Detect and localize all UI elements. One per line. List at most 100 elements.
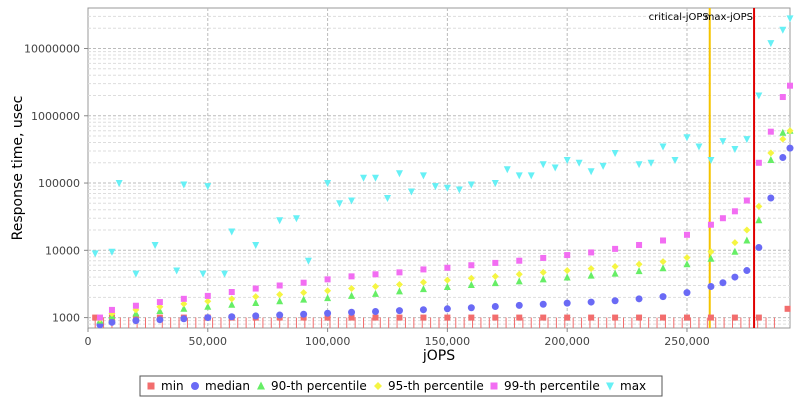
99-th-percentile-point xyxy=(372,271,379,278)
max-point xyxy=(611,149,619,157)
median-point xyxy=(419,306,427,314)
max-point xyxy=(383,194,391,202)
max-point xyxy=(587,168,595,176)
y-axis-title: Response time, usec xyxy=(10,96,26,241)
max-point xyxy=(151,241,159,249)
95-th-percentile-point xyxy=(372,282,380,290)
min-point xyxy=(516,314,523,321)
max-point xyxy=(336,200,344,208)
99-th-percentile-point xyxy=(96,314,103,321)
99-th-percentile-point xyxy=(300,279,307,286)
legend-label-90-th-percentile: 90-th percentile xyxy=(271,379,367,393)
max-point xyxy=(786,15,794,23)
95-th-percentile-point xyxy=(276,291,284,299)
median-point xyxy=(755,244,763,252)
legend-marker-max xyxy=(606,382,614,391)
95-th-percentile-point xyxy=(587,265,595,273)
legend-box xyxy=(139,375,663,397)
90-th-percentile-point xyxy=(659,264,667,272)
y-tick-label: 10000 xyxy=(45,244,80,257)
max-point xyxy=(115,180,123,188)
legend-marker-min xyxy=(147,382,155,390)
median-point xyxy=(443,305,451,313)
95-th-percentile-point xyxy=(491,272,499,280)
99-th-percentile-point xyxy=(683,231,690,238)
legend: min median 90-th percentile 95-th percentil… xyxy=(147,379,646,393)
legend-marker-99-th-percentile xyxy=(490,382,498,390)
legend-marker-90-th-percentile xyxy=(257,381,265,390)
99-th-percentile-point xyxy=(204,292,211,299)
legend-label-max: max xyxy=(620,379,646,393)
max-point xyxy=(431,183,439,191)
99-th-percentile-point xyxy=(636,241,643,248)
99-th-percentile-point xyxy=(276,282,283,289)
median-point xyxy=(348,308,356,316)
max-point xyxy=(491,180,499,188)
90-th-percentile-point xyxy=(707,254,715,262)
95-th-percentile-point xyxy=(228,295,236,303)
x-tick-label: 100,000 xyxy=(305,335,351,348)
95-th-percentile-point xyxy=(348,285,356,293)
min-point xyxy=(492,314,499,321)
max-point xyxy=(252,241,260,249)
90-th-percentile-point xyxy=(300,295,308,303)
max-point xyxy=(276,217,284,225)
max-point xyxy=(108,248,116,256)
max-point xyxy=(551,164,559,172)
min-point xyxy=(420,314,427,321)
max-point xyxy=(707,157,715,165)
max-point xyxy=(221,270,229,278)
max-point xyxy=(527,172,535,180)
legend-label-99-th-percentile: 99-th percentile xyxy=(504,379,600,393)
95-th-percentile-point xyxy=(611,262,619,270)
90-th-percentile-point xyxy=(276,297,284,305)
95-th-percentile-point xyxy=(786,127,794,135)
95-th-percentile-point xyxy=(767,149,775,157)
median-point xyxy=(587,298,595,306)
reference-line-label: max-jOPS xyxy=(705,12,753,23)
min-point xyxy=(731,314,738,321)
x-tick-label: 150,000 xyxy=(425,335,471,348)
max-point xyxy=(767,40,775,48)
median-point xyxy=(467,304,475,312)
max-point xyxy=(515,172,523,180)
90-th-percentile-point xyxy=(683,260,691,268)
90-th-percentile-point xyxy=(204,302,212,310)
max-point xyxy=(132,270,140,278)
reference-line-label: critical-jOPS xyxy=(649,12,709,23)
min-point xyxy=(660,314,667,321)
95-th-percentile-point xyxy=(659,258,667,266)
90-th-percentile-point xyxy=(395,287,403,295)
99-th-percentile-point xyxy=(612,245,619,252)
99-th-percentile-point xyxy=(540,254,547,261)
95-th-percentile-point xyxy=(635,260,643,268)
90-th-percentile-point xyxy=(228,300,236,308)
90-th-percentile-point xyxy=(635,267,643,275)
95-th-percentile-point xyxy=(300,289,308,297)
max-point xyxy=(407,188,415,196)
max-point xyxy=(671,157,679,165)
median-point xyxy=(276,311,284,319)
min-point xyxy=(468,314,475,321)
min-point xyxy=(396,314,403,321)
90-th-percentile-point xyxy=(491,279,499,287)
99-th-percentile-point xyxy=(444,264,451,271)
max-point xyxy=(199,270,207,278)
max-point xyxy=(173,267,181,275)
median-point xyxy=(204,314,212,322)
median-point xyxy=(228,313,236,321)
min-point xyxy=(755,314,762,321)
median-point xyxy=(515,301,523,309)
max-point xyxy=(539,161,547,169)
99-th-percentile-point xyxy=(420,266,427,273)
99-th-percentile-point xyxy=(755,159,762,166)
median-point xyxy=(539,300,547,308)
90-th-percentile-point xyxy=(611,269,619,277)
95-th-percentile-point xyxy=(467,274,475,282)
90-th-percentile-point xyxy=(779,128,787,136)
max-point xyxy=(372,174,380,182)
min-point xyxy=(683,314,690,321)
99-th-percentile-point xyxy=(468,262,475,269)
95-th-percentile-point xyxy=(731,239,739,247)
max-point xyxy=(719,138,727,146)
